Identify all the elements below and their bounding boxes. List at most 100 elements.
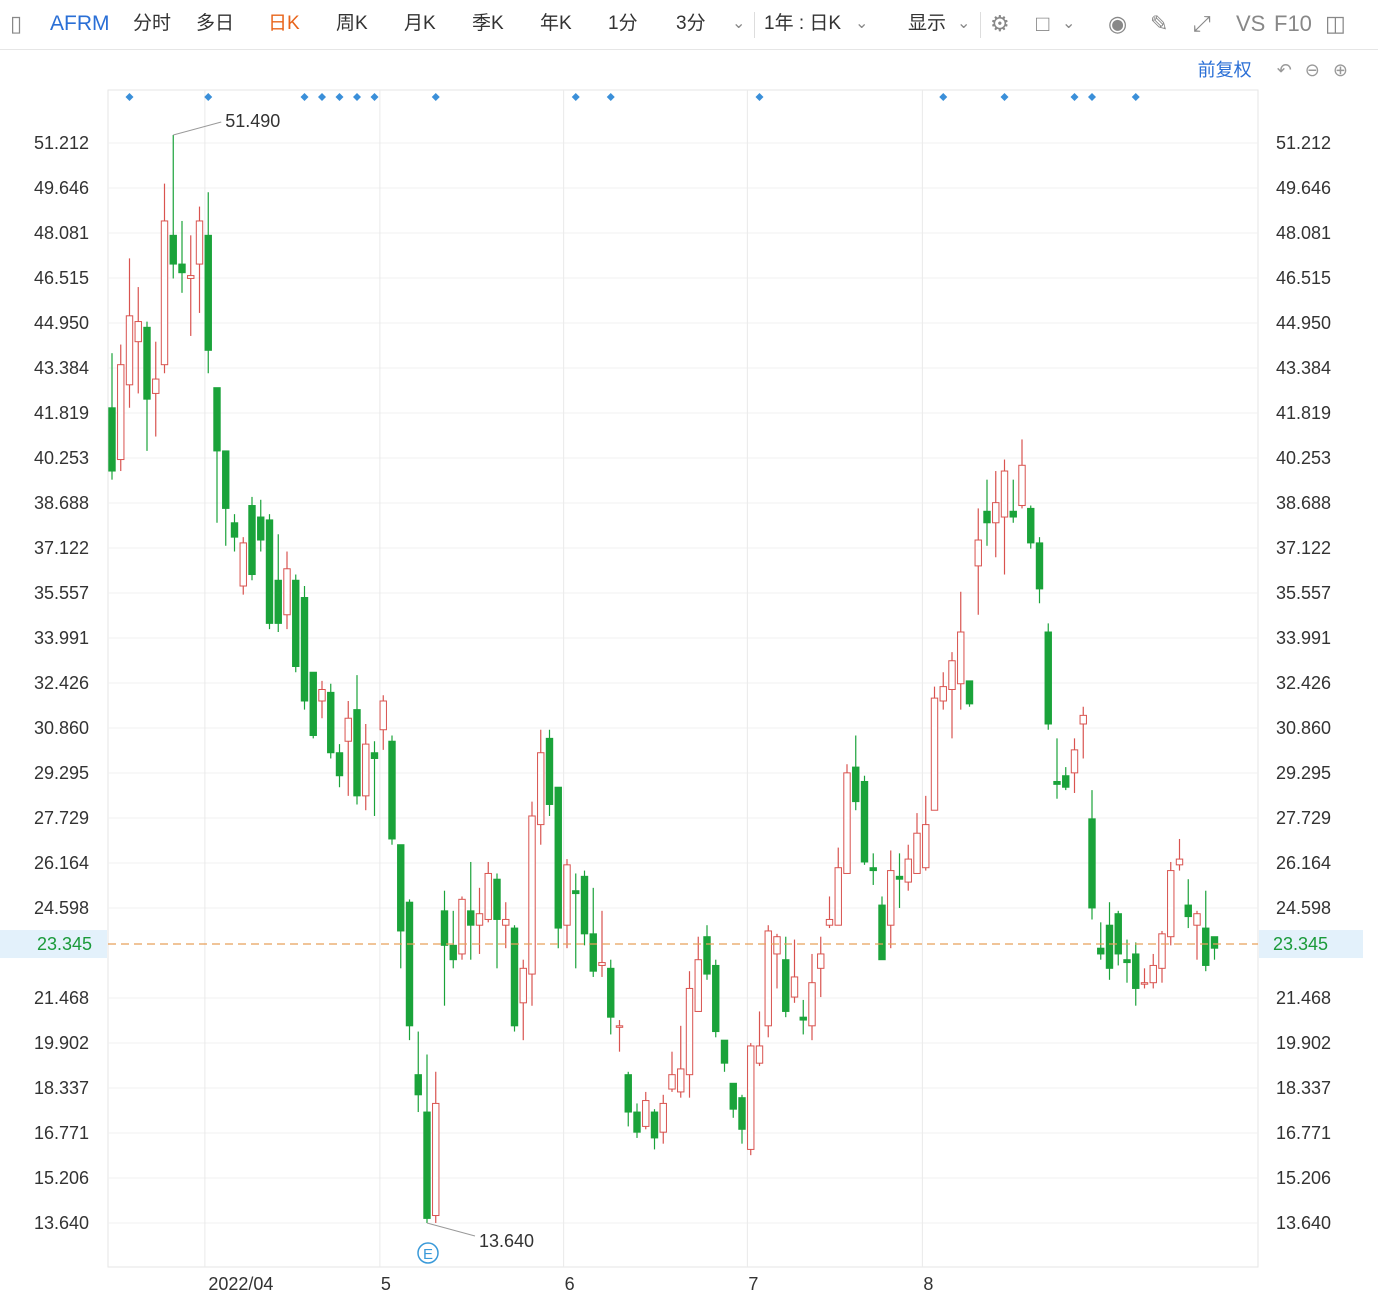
chevron-down-icon[interactable]: ⌄ bbox=[855, 15, 869, 32]
candle bbox=[878, 896, 886, 961]
candle-body bbox=[554, 786, 562, 929]
y-tick-label-right: 51.212 bbox=[1276, 133, 1331, 153]
tab-duori[interactable]: 多日 bbox=[196, 13, 235, 34]
candle-body bbox=[1053, 780, 1061, 785]
candle-body bbox=[195, 220, 204, 265]
fullscreen-icon[interactable]: ⤢ bbox=[1193, 11, 1211, 36]
adjust-bar: 前复权 ↶ ⊖ ⊕ bbox=[1198, 56, 1348, 82]
candle bbox=[1123, 939, 1131, 983]
candle-body bbox=[939, 686, 947, 702]
candle bbox=[1210, 936, 1219, 960]
tab-monthly-k[interactable]: 月K bbox=[404, 13, 436, 34]
high-price-label: 51.490 bbox=[225, 111, 280, 131]
event-diamond-icon bbox=[1088, 93, 1096, 101]
candle-body bbox=[510, 927, 519, 1027]
candle bbox=[817, 936, 825, 998]
tab-weekly-k[interactable]: 周K bbox=[336, 13, 368, 34]
candle bbox=[939, 672, 947, 710]
candle-body bbox=[677, 1068, 685, 1093]
y-tick-label-right: 26.164 bbox=[1276, 853, 1331, 873]
chevron-down-icon[interactable]: ⌄ bbox=[732, 15, 746, 32]
candle bbox=[1035, 537, 1044, 604]
panel-toggle-icon[interactable]: ◫ bbox=[1325, 11, 1346, 36]
candle-body bbox=[852, 766, 860, 803]
tab-3min[interactable]: 3分 bbox=[676, 13, 706, 34]
candle-body bbox=[1018, 464, 1026, 507]
candle-body bbox=[239, 542, 247, 587]
camera-icon[interactable]: ◉ bbox=[1108, 11, 1128, 36]
candle-body bbox=[152, 378, 160, 394]
vs-button[interactable]: VS bbox=[1236, 11, 1266, 36]
undo-icon[interactable]: ↶ bbox=[1276, 60, 1292, 80]
candle bbox=[650, 1109, 659, 1150]
candle bbox=[563, 859, 571, 949]
event-diamond-icon bbox=[755, 93, 764, 101]
candle-body bbox=[187, 275, 195, 279]
low-leader-line bbox=[426, 1222, 476, 1237]
candle-body bbox=[467, 910, 475, 926]
tab-yearly-k[interactable]: 年K bbox=[540, 13, 572, 34]
y-tick-label-left: 40.253 bbox=[34, 448, 89, 468]
candle bbox=[773, 933, 781, 989]
zoom-out-icon[interactable]: ⊖ bbox=[1304, 60, 1320, 80]
candle-body bbox=[948, 660, 956, 690]
candle-body bbox=[335, 752, 344, 777]
y-tick-label-right: 38.688 bbox=[1276, 493, 1331, 513]
display-menu[interactable]: 显示 bbox=[908, 13, 947, 34]
settings-gear-icon[interactable]: ⚙ bbox=[990, 11, 1010, 36]
candle-body bbox=[353, 709, 361, 797]
candle bbox=[1184, 879, 1192, 929]
candle bbox=[292, 574, 300, 673]
candle bbox=[895, 853, 904, 908]
candle bbox=[887, 850, 895, 949]
tab-fenshi[interactable]: 分时 bbox=[133, 13, 172, 34]
tab-quarterly-k[interactable]: 季K bbox=[472, 13, 504, 34]
candle-body bbox=[379, 700, 387, 731]
tab-1min[interactable]: 1分 bbox=[608, 13, 638, 34]
layout-box-icon[interactable]: □ bbox=[1036, 11, 1050, 36]
y-tick-label-left: 44.950 bbox=[34, 313, 89, 333]
candle bbox=[274, 534, 282, 633]
candle bbox=[904, 844, 912, 891]
high-leader-line bbox=[173, 121, 222, 136]
x-tick-label: 7 bbox=[748, 1274, 758, 1294]
y-tick-label-right: 27.729 bbox=[1276, 808, 1331, 828]
adjust-mode-button[interactable]: 前复权 bbox=[1197, 60, 1252, 80]
range-select[interactable]: 1年 : 日K bbox=[764, 13, 842, 34]
sidebar-toggle-icon[interactable]: ▯ bbox=[10, 11, 23, 36]
candle bbox=[248, 496, 256, 581]
candle bbox=[1079, 706, 1087, 759]
pencil-icon[interactable]: ✎ bbox=[1150, 11, 1169, 36]
zoom-in-icon[interactable]: ⊕ bbox=[1332, 60, 1348, 80]
y-tick-label-right: 48.081 bbox=[1276, 223, 1331, 243]
tab-daily-k[interactable]: 日K bbox=[268, 13, 300, 34]
candle-body bbox=[738, 1097, 746, 1130]
candle bbox=[414, 1031, 422, 1113]
candle bbox=[852, 735, 860, 811]
y-tick-label-right: 46.515 bbox=[1276, 268, 1331, 288]
chevron-down-icon[interactable]: ⌄ bbox=[1062, 15, 1076, 32]
candle bbox=[659, 1094, 667, 1144]
candle bbox=[1149, 953, 1157, 989]
y-tick-label-left: 24.598 bbox=[34, 898, 89, 918]
candle bbox=[913, 813, 921, 874]
candle-body bbox=[589, 933, 597, 972]
f10-button[interactable]: F10 bbox=[1274, 11, 1312, 36]
candle bbox=[545, 729, 554, 816]
event-diamond-icon bbox=[300, 93, 309, 101]
candle-body bbox=[1167, 870, 1175, 938]
candle-body bbox=[572, 890, 580, 895]
candle-body bbox=[370, 752, 379, 759]
candle bbox=[712, 959, 720, 1038]
candle-body bbox=[493, 878, 501, 920]
chevron-down-icon[interactable]: ⌄ bbox=[957, 15, 971, 32]
symbol-label[interactable]: AFRM bbox=[50, 12, 110, 35]
candle bbox=[930, 686, 939, 811]
candle bbox=[1167, 861, 1175, 946]
candle-body bbox=[283, 568, 291, 616]
candle bbox=[1000, 459, 1009, 575]
candle bbox=[143, 321, 151, 451]
candle bbox=[467, 861, 475, 960]
event-diamond-icon bbox=[335, 93, 344, 101]
